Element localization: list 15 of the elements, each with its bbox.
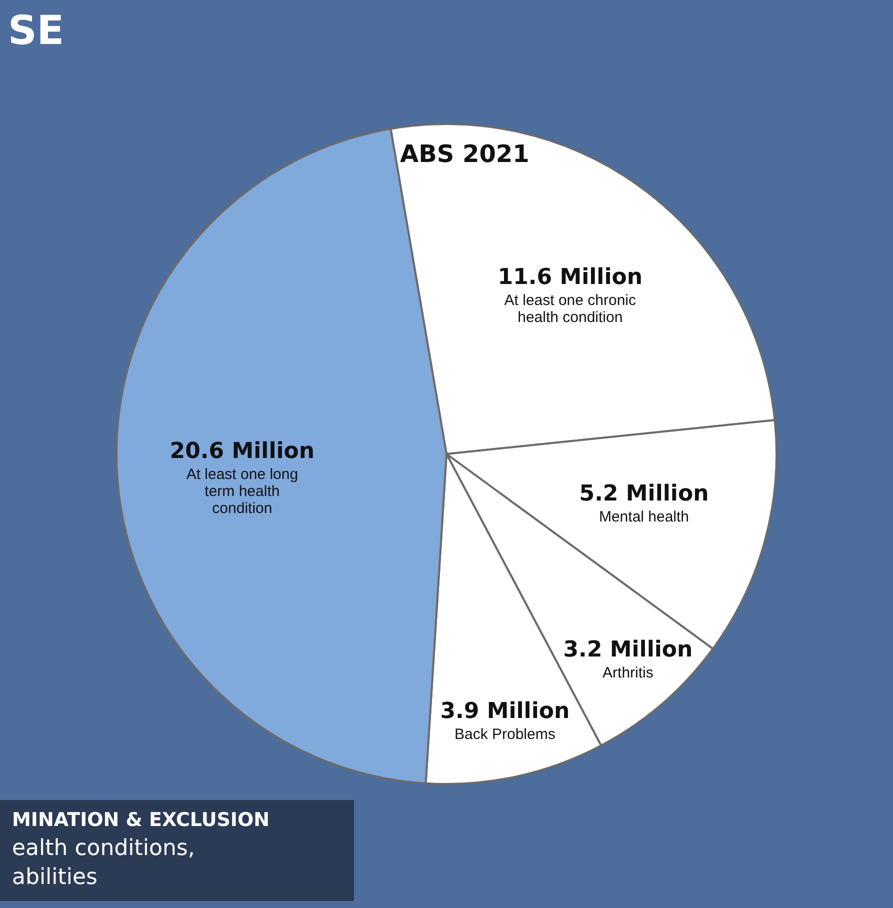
data-label: 5.2 Million <box>579 481 709 506</box>
data-label: 3.9 Million <box>440 698 570 724</box>
slice-label: At least one chronic health condition <box>504 292 637 326</box>
data-label: 11.6 Million <box>498 264 643 290</box>
text: MINATION & EXCLUSION <box>12 808 271 833</box>
data-label: 3.2 Million <box>563 638 693 663</box>
slice-label: Mental health <box>598 508 690 526</box>
text: SE <box>8 8 64 54</box>
slice-label: At least one long term health condition <box>186 466 298 517</box>
text: ABS 2021 <box>400 140 530 168</box>
slice-label: Arthritis <box>602 664 654 682</box>
data-label: 20.6 Million <box>170 438 315 464</box>
slice-label: Back Problems <box>454 726 556 743</box>
text: abilities <box>12 864 99 892</box>
text: ealth conditions, <box>12 834 196 863</box>
